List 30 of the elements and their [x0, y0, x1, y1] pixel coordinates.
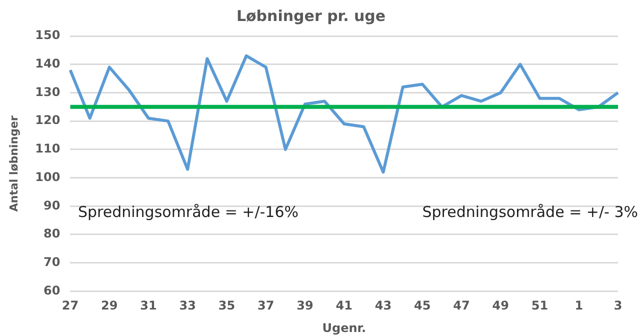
x-axis-title: Ugenr.	[322, 320, 366, 335]
x-tick-label: 43	[374, 298, 392, 313]
y-tick-label: 140	[35, 56, 60, 70]
x-tick-label: 1	[574, 298, 584, 313]
chart-title: Løbninger pr. uge	[236, 6, 386, 25]
x-tick-label: 35	[218, 298, 236, 313]
y-tick-label: 80	[44, 226, 60, 241]
x-tick-label: 45	[414, 298, 431, 313]
x-tick-label: 27	[62, 298, 79, 313]
x-tick-label: 37	[258, 298, 274, 313]
x-tick-label: 49	[492, 298, 509, 313]
annotation: Spredningsområde = +/-16%	[78, 203, 299, 222]
y-tick-label: 90	[44, 198, 60, 212]
y-tick-label: 60	[44, 283, 60, 298]
x-tick-label: 3	[614, 298, 622, 313]
x-tick-label: 31	[140, 298, 157, 313]
x-tick-label: 51	[531, 298, 548, 313]
y-tick-label: 120	[35, 113, 60, 128]
y-tick-label: 130	[35, 84, 60, 99]
y-tick-label: 150	[35, 28, 60, 42]
y-axis-title: Antal løbninger	[7, 115, 20, 212]
y-tick-label: 110	[35, 142, 60, 156]
x-tick-label: 29	[101, 298, 118, 313]
annotation: Spredningsområde = +/- 3%	[422, 203, 638, 222]
y-tick-label: 70	[44, 254, 60, 269]
y-tick-label: 100	[35, 170, 60, 184]
x-tick-label: 41	[336, 298, 352, 313]
x-tick-label: 33	[179, 298, 196, 313]
x-tick-label: 39	[296, 298, 314, 313]
x-tick-label: 47	[453, 298, 470, 313]
